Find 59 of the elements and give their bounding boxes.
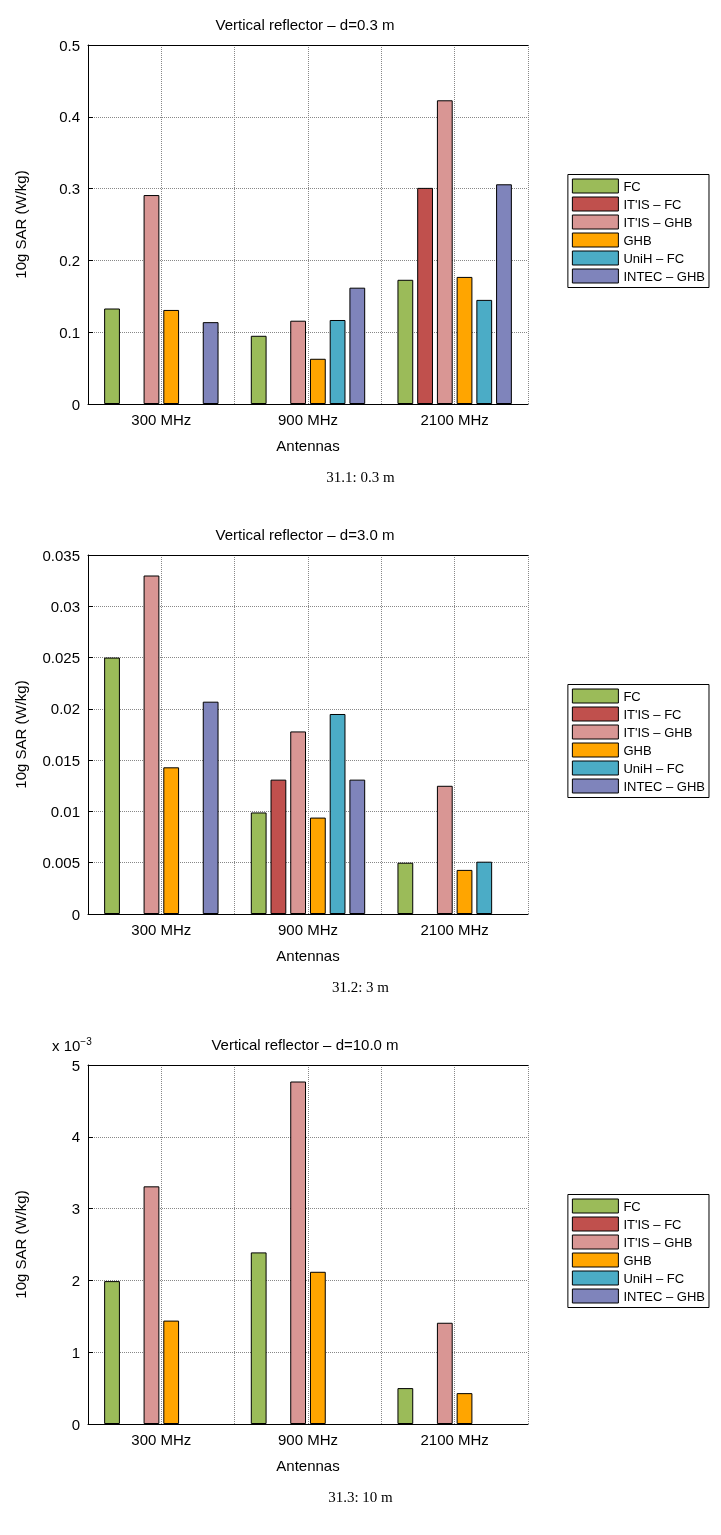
x-tick-label: 300 MHz — [131, 1431, 192, 1448]
y-tick-label: 1 — [71, 1343, 80, 1361]
chart-title: Vertical reflector – d=0.3 m — [215, 16, 395, 33]
x-tick-label: 300 MHz — [131, 921, 192, 938]
text: 31.3: 10 m — [327, 1488, 394, 1507]
y-axis-title: 10g SAR (W/kg) — [12, 170, 29, 279]
legend-label: GHB — [623, 742, 652, 758]
y-tick-label: 0.4 — [59, 108, 80, 126]
legend-label: INTEC – GHB — [623, 1288, 705, 1304]
x-axis-title: Antennas — [276, 1457, 340, 1474]
legend-label: IT'IS – FC — [623, 1216, 682, 1232]
x-tick-label: 900 MHz — [277, 1431, 339, 1448]
legend-label: FC — [623, 1198, 641, 1214]
y-axis-title: 10g SAR (W/kg) — [12, 680, 29, 789]
x-axis-title: Antennas — [276, 437, 340, 454]
y-tick-label: 2 — [71, 1271, 80, 1289]
y-axis-title: 10g SAR (W/kg) — [12, 1190, 29, 1299]
x-axis-title: Antennas — [276, 947, 340, 964]
y-tick-label: 0.01 — [50, 802, 80, 820]
legend-label: IT'IS – GHB — [623, 1234, 693, 1250]
y-tick-label: 0.3 — [59, 180, 80, 198]
y-tick-label: 0.015 — [42, 751, 80, 769]
legend-label: FC — [623, 178, 641, 194]
y-tick-label: 0 — [71, 395, 80, 413]
y-tick-label: 0.03 — [50, 597, 80, 615]
y-tick-label: 0.005 — [42, 854, 80, 872]
legend-label: GHB — [623, 232, 652, 248]
y-tick-label: 0.5 — [59, 36, 80, 54]
x-tick-label: 2100 MHz — [420, 921, 489, 938]
x-tick-label: 900 MHz — [277, 921, 339, 938]
legend-label: UniH – FC — [623, 250, 685, 266]
legend-label: INTEC – GHB — [623, 778, 705, 794]
y-tick-label: 0.025 — [42, 649, 80, 667]
x-tick-label: 2100 MHz — [420, 1431, 489, 1448]
chart-title: Vertical reflector – d=10.0 m — [211, 1036, 399, 1053]
y-tick-label: 5 — [71, 1056, 80, 1074]
legend-label: IT'IS – FC — [623, 706, 682, 722]
legend-label: FC — [623, 688, 641, 704]
y-tick-label: 0 — [71, 905, 80, 923]
x-tick-label: 2100 MHz — [420, 411, 489, 428]
y-tick-label: 0.035 — [42, 546, 80, 564]
y-tick-label: 0.1 — [59, 323, 80, 341]
legend-label: UniH – FC — [623, 1270, 685, 1286]
y-tick-label: 0.02 — [50, 700, 80, 718]
chart-title: Vertical reflector – d=3.0 m — [215, 526, 395, 543]
legend-label: INTEC – GHB — [623, 268, 705, 284]
x-tick-label: 900 MHz — [277, 411, 339, 428]
legend-label: IT'IS – FC — [623, 196, 682, 212]
y-tick-label: 3 — [71, 1200, 80, 1218]
x-tick-label: 300 MHz — [131, 411, 192, 428]
y-tick-label: 4 — [71, 1128, 80, 1146]
y-tick-label: 0 — [71, 1415, 80, 1433]
text: 31.2: 3 m — [330, 978, 391, 997]
legend-label: IT'IS – GHB — [623, 724, 693, 740]
legend-label: IT'IS – GHB — [623, 214, 693, 230]
text: 31.1: 0.3 m — [325, 468, 396, 487]
legend-label: GHB — [623, 1252, 652, 1268]
y-tick-label: 0.2 — [59, 251, 80, 269]
legend-label: UniH – FC — [623, 760, 685, 776]
